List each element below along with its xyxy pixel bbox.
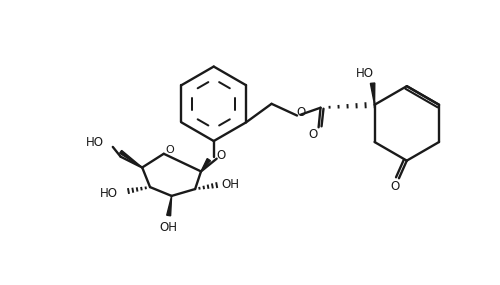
Text: O: O (296, 106, 306, 119)
Polygon shape (201, 158, 210, 171)
Polygon shape (120, 150, 142, 168)
Text: O: O (390, 180, 400, 193)
Polygon shape (370, 83, 375, 105)
Text: OH: OH (222, 178, 240, 191)
Text: O: O (308, 128, 318, 141)
Polygon shape (166, 196, 172, 216)
Text: OH: OH (160, 221, 178, 234)
Text: HO: HO (86, 135, 104, 148)
Text: O: O (166, 145, 174, 155)
Text: HO: HO (100, 188, 118, 200)
Text: HO: HO (356, 67, 374, 80)
Text: O: O (216, 149, 225, 162)
